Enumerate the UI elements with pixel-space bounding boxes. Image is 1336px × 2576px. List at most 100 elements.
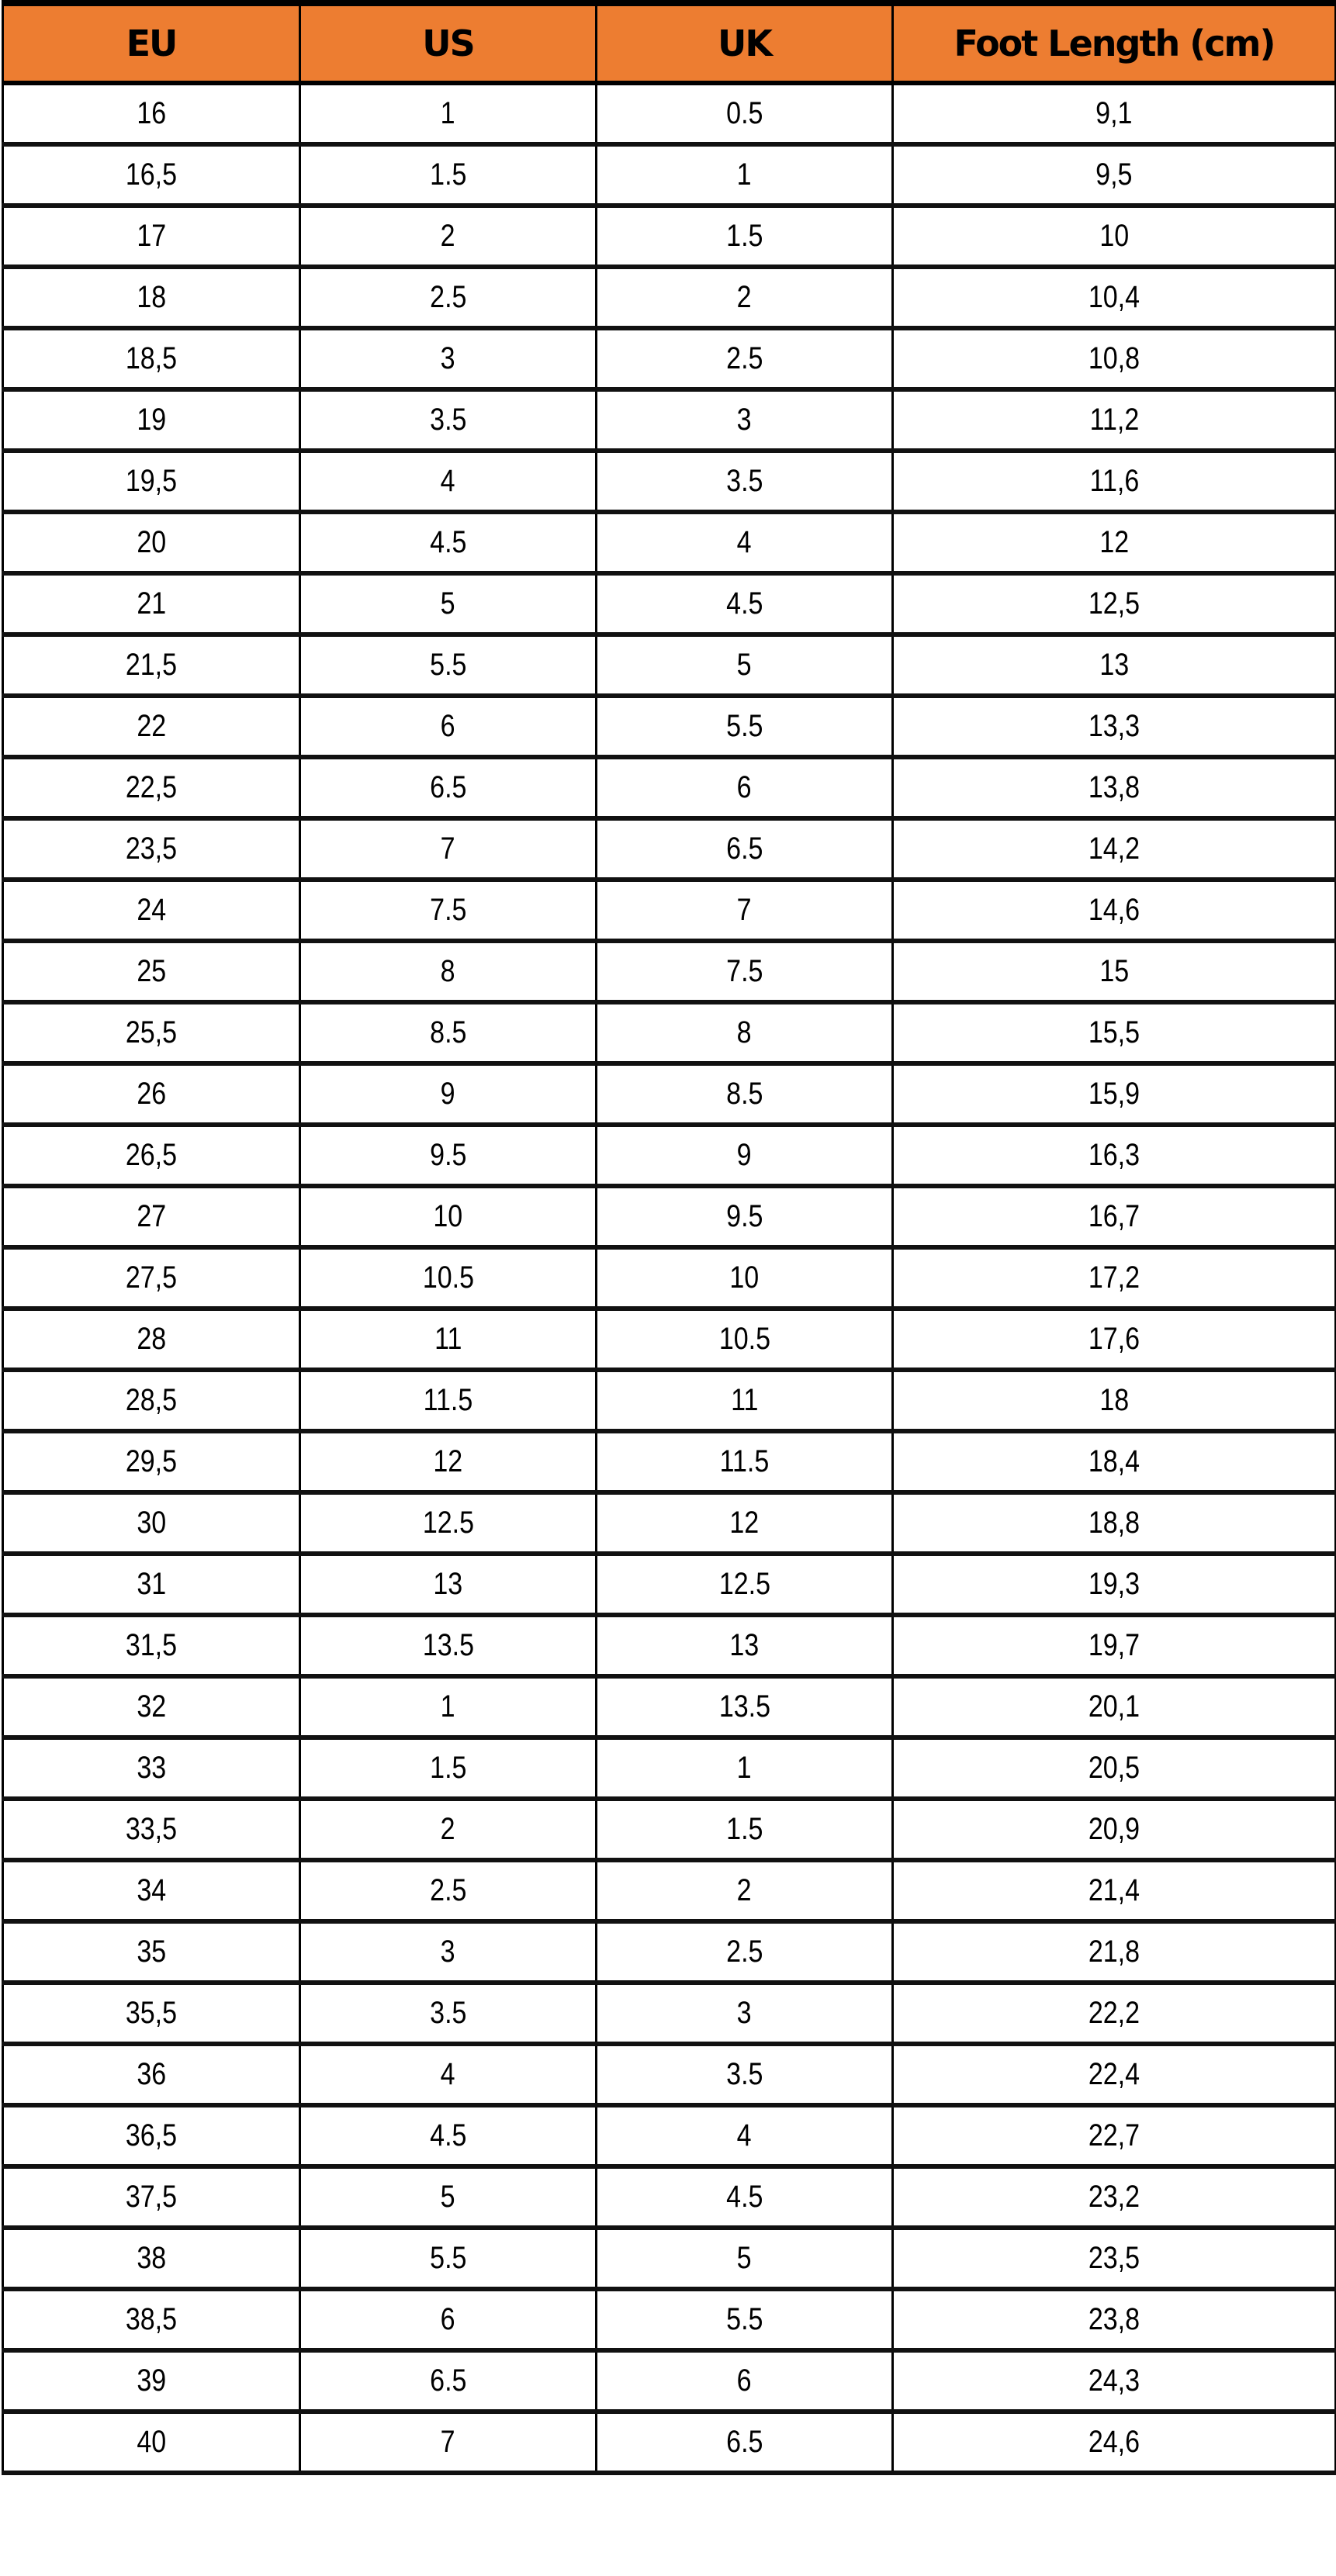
cell-us: 4.5 [299,2105,597,2169]
cell-eu-value: 22,5 [125,770,178,804]
cell-us: 4 [299,451,597,514]
cell-uk-value: 3.5 [725,464,763,498]
cell-uk: 3.5 [595,2044,894,2107]
cell-uk-value: 11.5 [719,1444,770,1478]
cell-us: 7 [299,818,597,882]
cell-foot-length-value: 9,5 [1095,157,1133,192]
cell-foot-length-value: 12 [1099,525,1129,559]
cell-eu: 31,5 [2,1615,301,1679]
cell-uk: 5 [595,634,894,698]
cell-foot-length-value: 21,8 [1088,1935,1140,1969]
cell-eu: 16 [2,83,301,147]
cell-us-value: 11.5 [423,1383,473,1417]
cell-uk-value: 3 [737,403,752,437]
table-row: 28,5 11.5 11 18 [2,1370,1336,1433]
column-header-uk: UK [595,0,894,85]
cell-uk: 5 [595,2228,894,2291]
cell-eu: 31 [2,1554,301,1617]
cell-foot-length: 20,9 [891,1799,1336,1862]
cell-uk-value: 5.5 [725,709,763,743]
table-row: 23,5 7 6.5 14,2 [2,818,1336,882]
cell-eu-value: 16 [137,96,166,130]
cell-foot-length-value: 16,7 [1088,1199,1140,1233]
cell-uk: 3 [595,1983,894,2046]
cell-eu: 36 [2,2044,301,2107]
cell-eu: 32 [2,1676,301,1740]
cell-us-value: 12 [433,1444,463,1478]
cell-foot-length-value: 13 [1099,648,1129,682]
cell-eu: 18 [2,267,301,330]
table-row: 19 3.5 3 11,2 [2,389,1336,453]
cell-uk: 12 [595,1492,894,1556]
cell-foot-length: 19,7 [891,1615,1336,1679]
cell-foot-length-value: 18,8 [1088,1506,1140,1540]
cell-uk: 6.5 [595,2412,894,2475]
table-row: 28 11 10.5 17,6 [2,1309,1336,1372]
cell-us: 13 [299,1554,597,1617]
cell-foot-length-value: 22,4 [1088,2057,1140,2091]
cell-uk-value: 9.5 [725,1199,763,1233]
cell-foot-length-value: 15 [1099,954,1129,988]
column-header-foot-length: Foot Length (cm) [891,0,1336,85]
cell-eu-value: 36 [137,2057,166,2091]
cell-uk-value: 1.5 [725,1812,763,1846]
cell-us: 7 [299,2412,597,2475]
cell-foot-length-value: 15,9 [1088,1077,1140,1111]
cell-foot-length-value: 24,6 [1088,2425,1140,2459]
cell-uk-value: 0.5 [725,96,763,130]
cell-foot-length: 17,2 [891,1247,1336,1311]
cell-uk: 1 [595,1738,894,1801]
cell-us: 11.5 [299,1370,597,1433]
table-row: 22 6 5.5 13,3 [2,696,1336,759]
cell-foot-length-value: 20,1 [1088,1689,1140,1724]
cell-us-value: 13 [433,1567,463,1601]
cell-uk-value: 4 [737,525,752,559]
cell-eu: 19 [2,389,301,453]
cell-eu: 35 [2,1921,301,1985]
cell-us: 2 [299,1799,597,1862]
table-row: 18,5 3 2.5 10,8 [2,328,1336,392]
cell-foot-length: 24,6 [891,2412,1336,2475]
cell-foot-length: 9,1 [891,83,1336,147]
cell-uk: 7 [595,880,894,943]
cell-us-value: 8.5 [429,1015,467,1049]
cell-foot-length-value: 23,5 [1088,2241,1140,2275]
table-row: 18 2.5 2 10,4 [2,267,1336,330]
cell-eu-value: 27 [137,1199,166,1233]
table-row: 33,5 2 1.5 20,9 [2,1799,1336,1862]
cell-foot-length-value: 18 [1099,1383,1129,1417]
cell-eu: 36,5 [2,2105,301,2169]
cell-uk: 4.5 [595,573,894,637]
cell-us: 5.5 [299,634,597,698]
cell-us-value: 6 [441,2302,455,2336]
cell-us: 1 [299,1676,597,1740]
cell-uk: 9 [595,1125,894,1188]
cell-uk-value: 13 [729,1628,760,1662]
cell-foot-length: 14,2 [891,818,1336,882]
cell-us: 3 [299,1921,597,1985]
cell-foot-length-value: 15,5 [1088,1015,1140,1049]
table-row: 38 5.5 5 23,5 [2,2228,1336,2291]
cell-eu-value: 26 [137,1077,166,1111]
cell-uk: 11.5 [595,1431,894,1495]
table-row: 21 5 4.5 12,5 [2,573,1336,637]
cell-eu-value: 18 [137,280,166,314]
cell-uk-value: 10.5 [718,1322,770,1356]
cell-us-value: 5 [441,2180,455,2214]
cell-us: 1.5 [299,144,597,208]
cell-foot-length: 13 [891,634,1336,698]
cell-uk: 13 [595,1615,894,1679]
cell-uk-value: 1.5 [725,219,763,253]
cell-us: 1 [299,83,597,147]
cell-foot-length-value: 18,4 [1088,1444,1140,1478]
cell-eu-value: 37,5 [125,2180,178,2214]
table-row: 31 13 12.5 19,3 [2,1554,1336,1617]
cell-us: 12.5 [299,1492,597,1556]
cell-uk-value: 3.5 [725,2057,763,2091]
cell-foot-length: 21,4 [891,1860,1336,1924]
cell-eu: 35,5 [2,1983,301,2046]
cell-us: 1.5 [299,1738,597,1801]
cell-uk: 10.5 [595,1309,894,1372]
cell-us-value: 13.5 [422,1628,474,1662]
cell-uk-value: 6 [737,2363,752,2398]
